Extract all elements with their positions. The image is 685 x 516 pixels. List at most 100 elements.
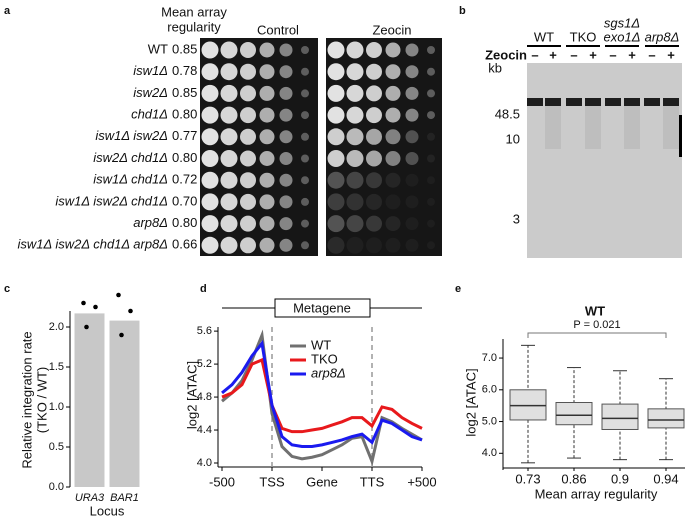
- regularity-value: 0.70: [172, 193, 197, 208]
- condition-label: Zeocin: [372, 22, 411, 37]
- gel-band: [663, 98, 679, 106]
- yeast-spot: [301, 89, 309, 98]
- treatment-sign: +: [628, 47, 636, 62]
- data-point: [93, 304, 98, 310]
- yeast-spot: [385, 64, 401, 80]
- yeast-spot: [240, 63, 256, 80]
- regularity-value: 0.80: [172, 215, 197, 230]
- yeast-spot: [327, 150, 345, 167]
- x-tick-label: TSS: [259, 474, 285, 489]
- regularity-value: 0.80: [172, 107, 197, 122]
- legend-label: WT: [311, 337, 331, 352]
- spot-plate-image: [326, 38, 442, 256]
- treatment-sign: +: [667, 47, 675, 62]
- yeast-spot: [405, 108, 419, 122]
- gel-band: [545, 98, 561, 106]
- yeast-spot: [220, 84, 238, 102]
- yeast-spot: [301, 219, 309, 228]
- column-heading: Mean array: [161, 4, 227, 19]
- yeast-spot: [346, 84, 364, 102]
- yeast-spot: [366, 85, 382, 102]
- yeast-spot: [240, 128, 256, 145]
- yeast-spot: [240, 237, 256, 254]
- yeast-spot: [427, 67, 435, 76]
- gel-band: [566, 98, 582, 106]
- y-tick-label: 7.0: [482, 352, 497, 364]
- bar: [74, 313, 105, 487]
- yeast-spot: [366, 63, 382, 80]
- yeast-spot: [385, 216, 401, 232]
- box: [647, 408, 685, 429]
- yeast-spot: [405, 130, 419, 144]
- yeast-spot: [240, 85, 256, 102]
- yeast-spot: [346, 128, 364, 146]
- y-tick-label: 0.0: [49, 481, 64, 493]
- yeast-spot: [327, 193, 345, 211]
- yeast-spot: [346, 215, 364, 233]
- yeast-spot: [385, 107, 401, 123]
- yeast-spot: [240, 172, 256, 189]
- gel-band: [605, 98, 621, 106]
- yeast-spot: [201, 63, 219, 81]
- yeast-spot: [279, 152, 293, 165]
- yeast-spot: [327, 128, 345, 146]
- yeast-spot: [346, 193, 364, 211]
- data-point: [81, 300, 86, 306]
- yeast-spot: [279, 130, 293, 144]
- strain-label: chd1Δ: [131, 107, 168, 122]
- yeast-spot: [405, 195, 419, 209]
- x-tick-label: 0.9: [611, 471, 629, 486]
- yeast-spot: [240, 215, 256, 232]
- y-axis-label: Relative integration rate: [19, 331, 34, 468]
- bar: [109, 320, 140, 487]
- yeast-spot: [405, 173, 419, 187]
- condition-label: Control: [257, 22, 299, 37]
- chart-title: WT: [585, 303, 605, 318]
- yeast-spot: [366, 215, 382, 232]
- yeast-spot: [279, 173, 293, 187]
- yeast-spot: [201, 150, 219, 167]
- x-tick-label: TTS: [360, 474, 385, 489]
- yeast-spot: [405, 217, 419, 231]
- y-tick-label: 5.6: [197, 325, 212, 337]
- yeast-spot: [366, 172, 382, 189]
- y-tick-label: 4.8: [197, 391, 212, 403]
- legend-label: TKO: [311, 351, 338, 366]
- yeast-spot: [366, 193, 382, 210]
- yeast-spot: [327, 215, 345, 233]
- data-point: [116, 292, 121, 298]
- lane-label: sgs1Δ: [604, 15, 640, 30]
- significance-bracket: [527, 332, 667, 338]
- yeast-spot: [405, 152, 419, 165]
- yeast-spot: [201, 41, 219, 59]
- yeast-spot: [385, 42, 401, 58]
- strain-label: isw1Δ isw2Δ chd1Δ: [55, 193, 168, 208]
- yeast-spot: [427, 132, 435, 141]
- yeast-spot: [301, 67, 309, 76]
- y-tick-label: 6.0: [482, 384, 497, 396]
- yeast-spot: [301, 111, 309, 120]
- strain-label: isw2Δ chd1Δ: [93, 150, 168, 165]
- size-marker: 48.5: [495, 106, 520, 121]
- yeast-spot: [385, 172, 401, 188]
- y-tick-label: 5.2: [197, 358, 212, 370]
- yeast-spot: [366, 107, 382, 124]
- column-heading: regularity: [167, 19, 221, 34]
- y-tick-label: 2.0: [49, 321, 64, 333]
- strain-label: isw1Δ isw2Δ chd1Δ arp8Δ: [18, 237, 169, 252]
- yeast-spot: [366, 128, 382, 145]
- regularity-value: 0.85: [172, 41, 197, 56]
- regularity-value: 0.85: [172, 85, 197, 100]
- data-line: [221, 339, 423, 449]
- yeast-spot: [346, 63, 364, 81]
- yeast-spot: [201, 106, 219, 124]
- yeast-spot: [427, 176, 435, 185]
- yeast-spot: [427, 89, 435, 98]
- box: [601, 403, 639, 430]
- gel-band: [644, 98, 660, 106]
- regularity-value: 0.80: [172, 150, 197, 165]
- regularity-value: 0.72: [172, 172, 197, 187]
- yeast-spot: [327, 171, 345, 189]
- size-marker: 3: [513, 211, 520, 226]
- x-tick-label: +500: [407, 474, 436, 489]
